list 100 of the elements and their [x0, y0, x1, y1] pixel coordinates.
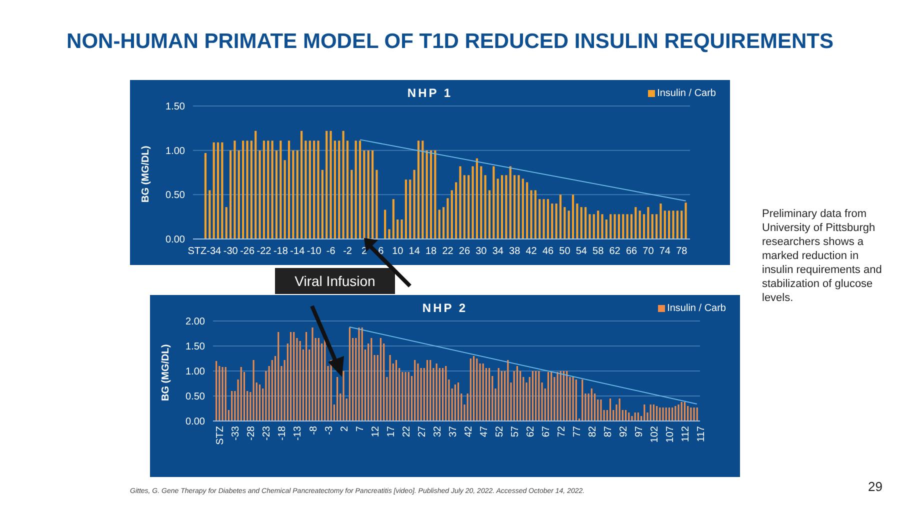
bar	[262, 140, 265, 239]
x-tick-label: 26	[458, 246, 470, 258]
y-tick-label: 1.50	[186, 342, 206, 353]
bar	[392, 199, 394, 239]
y-tick-label: 2.00	[186, 316, 206, 328]
x-tick-label: -3	[324, 426, 335, 435]
bar	[576, 204, 578, 239]
bar	[592, 214, 595, 239]
bar	[500, 175, 504, 239]
x-tick-label: -22	[256, 246, 272, 258]
x-tick-label: 38	[509, 246, 521, 258]
x-tick-label: -28	[246, 426, 258, 440]
bar	[338, 140, 340, 239]
bar	[684, 202, 687, 239]
bar	[542, 199, 545, 239]
bar	[656, 214, 658, 239]
x-tick-label: 14	[408, 246, 420, 258]
x-tick-label: 2	[339, 426, 350, 432]
bar	[509, 166, 512, 239]
bar	[409, 180, 412, 239]
bar	[580, 207, 582, 239]
bar	[317, 140, 320, 239]
bar	[672, 210, 674, 239]
bar	[313, 140, 316, 239]
y-tick-label: 0.00	[166, 234, 186, 246]
x-tick-label: 42	[463, 426, 474, 438]
bar	[284, 160, 286, 239]
x-tick-label: 27	[416, 426, 428, 438]
x-tick-label: STZ	[215, 426, 226, 445]
x-tick-label: 62	[609, 246, 621, 258]
x-tick-label: 37	[448, 426, 459, 438]
x-tick-label: -14	[290, 246, 306, 258]
x-tick-label: -33	[230, 426, 242, 440]
bar	[304, 140, 307, 239]
bar	[404, 180, 407, 239]
x-tick-label: 66	[626, 246, 638, 258]
bar	[225, 207, 228, 239]
x-tick-label: 7	[354, 426, 366, 432]
x-tick-label: 87	[602, 426, 614, 438]
bar	[664, 210, 666, 239]
bar	[354, 140, 357, 239]
y-tick-label: 1.50	[166, 102, 186, 113]
x-tick-label: 6	[378, 246, 384, 258]
bar	[234, 140, 236, 239]
y-tick-label: 0.50	[186, 392, 206, 403]
chart-title: NHP 2	[422, 301, 468, 315]
bar	[212, 142, 215, 239]
bar	[267, 140, 270, 239]
bar	[422, 140, 424, 239]
bar	[676, 210, 678, 239]
bar	[601, 214, 604, 239]
bar	[660, 204, 662, 239]
bar	[204, 152, 207, 239]
bar	[572, 194, 574, 239]
bar	[376, 170, 378, 239]
bar	[555, 204, 558, 239]
x-tick-label: 70	[642, 246, 654, 258]
bar	[622, 214, 624, 239]
bar	[280, 140, 282, 239]
bar	[321, 170, 324, 239]
bar	[584, 207, 587, 239]
bar	[551, 204, 554, 239]
bar	[534, 190, 536, 239]
x-tick-label: 54	[576, 246, 588, 258]
bar	[455, 182, 458, 239]
bar	[342, 130, 344, 239]
bar	[564, 207, 566, 239]
x-tick-label: 62	[525, 426, 536, 438]
bar	[271, 140, 274, 239]
bar	[446, 198, 449, 239]
x-tick-label: 17	[386, 426, 397, 438]
bar	[626, 214, 628, 239]
bar	[326, 130, 328, 239]
bar	[372, 150, 374, 239]
bar	[238, 150, 240, 239]
x-tick-label: 46	[542, 246, 554, 258]
text: NON-HUMAN PRIMATE MODEL OF T1D REDUCED INSULIN REQUIREMENTS	[66, 30, 834, 54]
bar	[413, 170, 416, 239]
bar	[514, 175, 516, 239]
x-tick-label: 50	[559, 246, 571, 258]
bar	[363, 150, 366, 239]
x-tick-label: -10	[306, 246, 322, 258]
x-tick-label: 57	[510, 426, 521, 438]
bar	[221, 142, 224, 239]
bar	[468, 175, 470, 239]
bar	[597, 210, 600, 239]
text: Preliminary data from University of Pittsburgh researchers shows a marked reduction in insulin requirements and stabilization of glucose levels.	[762, 207, 883, 305]
bar	[610, 214, 612, 239]
x-tick-label: 102	[649, 426, 660, 443]
bar	[538, 199, 541, 239]
bar	[530, 190, 532, 239]
bar	[638, 210, 641, 239]
x-tick-label: 77	[572, 426, 583, 438]
bar	[634, 207, 637, 239]
y-tick-label: 1.00	[186, 366, 206, 378]
bar	[216, 142, 220, 239]
legend-label: Insulin / Carb	[666, 303, 726, 314]
bar	[668, 210, 670, 239]
bar	[434, 150, 436, 239]
x-tick-label: -13	[292, 426, 304, 440]
